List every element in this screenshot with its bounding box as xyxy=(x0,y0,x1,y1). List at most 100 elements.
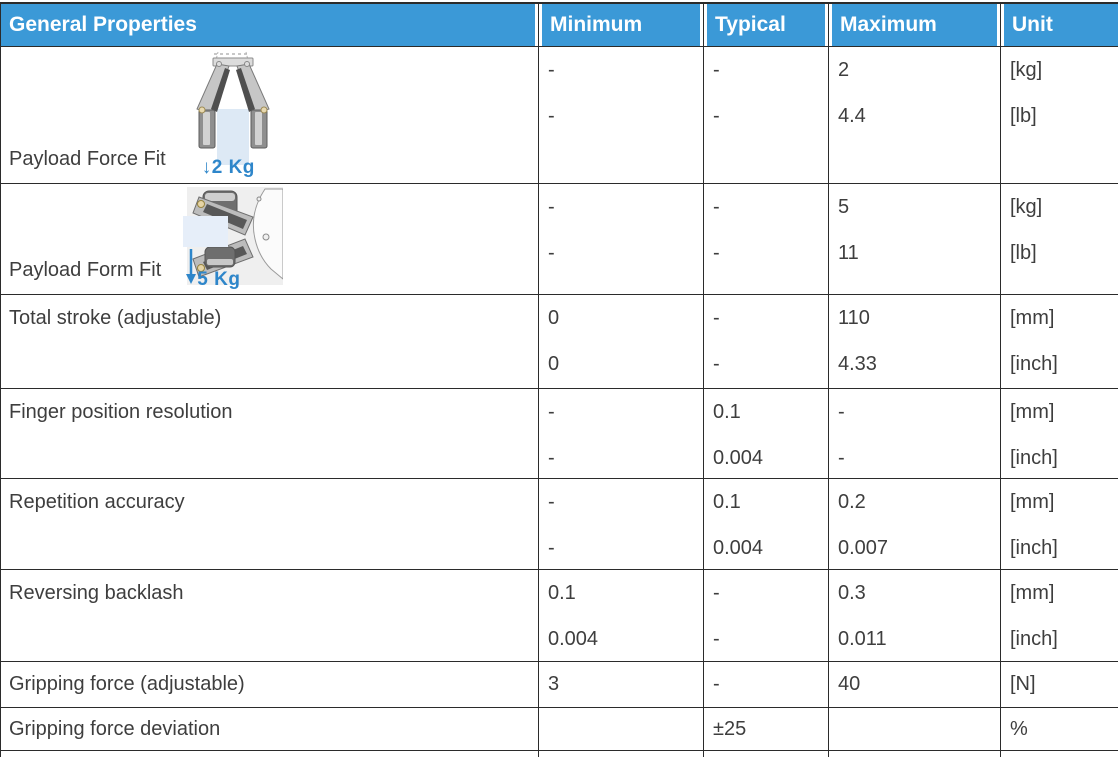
gripper-force-fit-icon xyxy=(196,51,270,165)
reversing-backlash-max-cell: 0.3 0.011 xyxy=(829,570,1001,662)
unit-lb: [lb] xyxy=(1010,241,1037,264)
value-max-mm: 0.2 xyxy=(838,490,866,513)
row-label: Total stroke (adjustable) xyxy=(9,306,222,329)
value-min-inch: 0.004 xyxy=(548,627,599,650)
unit-mm: [mm] xyxy=(1010,581,1055,604)
row-label: Gripping force (adjustable) xyxy=(9,673,245,695)
value-max-lb: 11 xyxy=(838,241,859,264)
gripping-force-deviation-label-cell: Gripping force deviation xyxy=(1,708,539,751)
total-stroke-typ-cell: - - xyxy=(704,295,829,389)
header-maximum: Maximum xyxy=(829,4,1001,47)
total-stroke-min-cell: 0 0 xyxy=(539,295,704,389)
finger-position-resolution-max-cell: - - xyxy=(829,389,1001,479)
repetition-accuracy-unit-cell: [mm] [inch] xyxy=(1001,479,1118,570)
partial-row-cell xyxy=(829,751,1001,757)
value-typ-lb: - xyxy=(713,241,720,264)
gripping-force-min-cell: 3 xyxy=(539,662,704,708)
partial-row-cell xyxy=(539,751,704,757)
partial-row-cell xyxy=(704,751,829,757)
value-max-mm: 0.3 xyxy=(838,581,866,604)
gripper-form-fit-icon xyxy=(183,187,284,285)
payload-force-fit-min-cell: - - xyxy=(539,47,704,184)
unit-lb: [lb] xyxy=(1010,104,1037,127)
payload-force-fit-typ-cell: - - xyxy=(704,47,829,184)
payload-form-fit-label-cell: Payload Form Fit 5 Kg xyxy=(1,184,539,295)
header-typical: Typical xyxy=(704,4,829,47)
value-min-inch: - xyxy=(548,536,555,559)
unit-mm: [mm] xyxy=(1010,490,1055,513)
row-label: Payload Form Fit xyxy=(9,259,162,281)
payload-form-fit-unit-cell: [kg] [lb] xyxy=(1001,184,1118,295)
finger-position-resolution-label-cell: Finger position resolution xyxy=(1,389,539,479)
value-min-kg: - xyxy=(548,58,555,81)
value-typ-mm: - xyxy=(713,581,720,604)
payload-form-fit-caption: 5 Kg xyxy=(197,269,240,291)
value-typ-kg: - xyxy=(713,58,720,81)
row-label: Finger position resolution xyxy=(9,400,233,423)
header-unit: Unit xyxy=(1001,4,1118,47)
finger-position-resolution-min-cell: - - xyxy=(539,389,704,479)
repetition-accuracy-label-cell: Repetition accuracy xyxy=(1,479,539,570)
gripping-force-typ-cell: - xyxy=(704,662,829,708)
row-label: Reversing backlash xyxy=(9,581,184,604)
unit-kg: [kg] xyxy=(1010,195,1043,218)
value-max-inch: 0.011 xyxy=(838,627,887,650)
unit-mm: [mm] xyxy=(1010,400,1055,423)
finger-position-resolution-unit-cell: [mm] [inch] xyxy=(1001,389,1118,479)
down-arrow-icon: ↓ xyxy=(201,157,212,178)
value-typ-lb: - xyxy=(713,104,720,127)
gripping-force-deviation-max-cell xyxy=(829,708,1001,751)
value-max-inch: 4.33 xyxy=(838,352,877,375)
total-stroke-unit-cell: [mm] [inch] xyxy=(1001,295,1118,389)
value-typ-mm: 0.1 xyxy=(713,400,741,423)
value-typ-mm: - xyxy=(713,306,720,329)
gripping-force-deviation-typ-cell: ±25 xyxy=(704,708,829,751)
value-typ-inch: 0.004 xyxy=(713,536,764,559)
value-typ-mm: 0.1 xyxy=(713,490,741,513)
reversing-backlash-label-cell: Reversing backlash xyxy=(1,570,539,662)
value-max-mm: - xyxy=(838,400,845,423)
payload-force-fit-caption: ↓2 Kg xyxy=(202,157,255,179)
repetition-accuracy-typ-cell: 0.1 0.004 xyxy=(704,479,829,570)
reversing-backlash-typ-cell: - - xyxy=(704,570,829,662)
value-min-inch: - xyxy=(548,446,555,469)
payload-form-fit-min-cell: - - xyxy=(539,184,704,295)
row-label: Repetition accuracy xyxy=(9,490,185,513)
header-minimum: Minimum xyxy=(539,4,704,47)
reversing-backlash-min-cell: 0.1 0.004 xyxy=(539,570,704,662)
value-min-lb: - xyxy=(548,104,555,127)
unit-inch: [inch] xyxy=(1010,627,1058,650)
payload-force-fit-label-cell: Payload Force Fit ↓2 K xyxy=(1,47,539,184)
payload-form-fit-max-cell: 5 11 xyxy=(829,184,1001,295)
unit-kg: [kg] xyxy=(1010,58,1043,81)
caption-text: 5 Kg xyxy=(197,269,241,290)
repetition-accuracy-max-cell: 0.2 0.007 xyxy=(829,479,1001,570)
value-min-inch: 0 xyxy=(548,352,560,375)
gripper-force-fit-image: ↓2 Kg xyxy=(180,51,286,179)
gripper-form-fit-image: 5 Kg xyxy=(165,187,284,291)
payload-form-fit-typ-cell: - - xyxy=(704,184,829,295)
value-max-inch: - xyxy=(838,446,845,469)
value-max-lb: 4.4 xyxy=(838,104,866,127)
repetition-accuracy-min-cell: - - xyxy=(539,479,704,570)
value-max-mm: 110 xyxy=(838,306,870,329)
value-min-lb: - xyxy=(548,241,555,264)
gripping-force-label-cell: Gripping force (adjustable) xyxy=(1,662,539,708)
finger-position-resolution-typ-cell: 0.1 0.004 xyxy=(704,389,829,479)
caption-text: 2 Kg xyxy=(211,157,255,178)
value-typ-inch: 0.004 xyxy=(713,446,764,469)
partial-row-cell xyxy=(1001,751,1118,757)
value-min-mm: - xyxy=(548,490,555,513)
value-typ-inch: - xyxy=(713,627,720,650)
value-max-kg: 5 xyxy=(838,195,850,218)
gripping-force-unit-cell: [N] xyxy=(1001,662,1118,708)
gripping-force-max-cell: 40 xyxy=(829,662,1001,708)
unit-inch: [inch] xyxy=(1010,536,1058,559)
value-min-mm: - xyxy=(548,400,555,423)
reversing-backlash-unit-cell: [mm] [inch] xyxy=(1001,570,1118,662)
total-stroke-max-cell: 110 4.33 xyxy=(829,295,1001,389)
unit-inch: [inch] xyxy=(1010,352,1058,375)
partial-row-cell xyxy=(1,751,539,757)
payload-force-fit-max-cell: 2 4.4 xyxy=(829,47,1001,184)
